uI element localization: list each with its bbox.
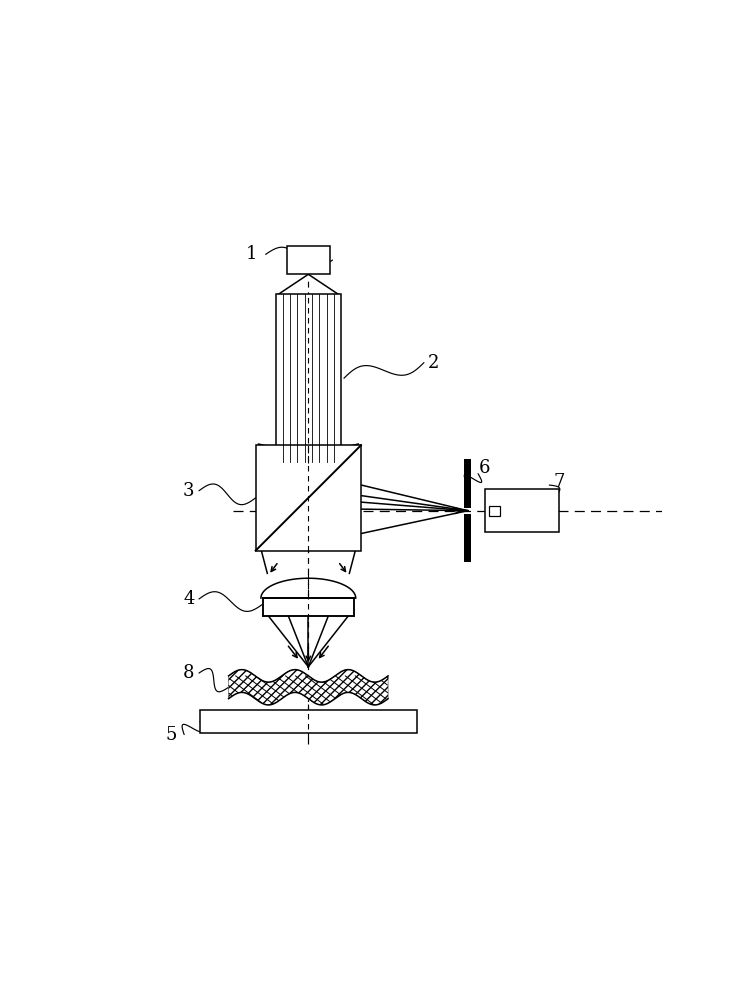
Bar — [276, 294, 341, 462]
Text: 2: 2 — [428, 354, 440, 372]
Text: 4: 4 — [183, 590, 194, 608]
Bar — [200, 710, 417, 733]
Text: 7: 7 — [553, 473, 564, 491]
Text: 6: 6 — [479, 459, 491, 477]
Bar — [465, 459, 471, 508]
Bar — [256, 445, 361, 551]
Bar — [485, 489, 559, 532]
Text: 3: 3 — [183, 482, 195, 500]
Bar — [490, 506, 500, 516]
Bar — [263, 598, 354, 616]
Text: 8: 8 — [183, 664, 195, 682]
Text: 5: 5 — [166, 726, 177, 744]
Bar — [465, 514, 471, 562]
Polygon shape — [229, 670, 388, 705]
Bar — [287, 246, 330, 274]
Text: 1: 1 — [245, 245, 257, 263]
